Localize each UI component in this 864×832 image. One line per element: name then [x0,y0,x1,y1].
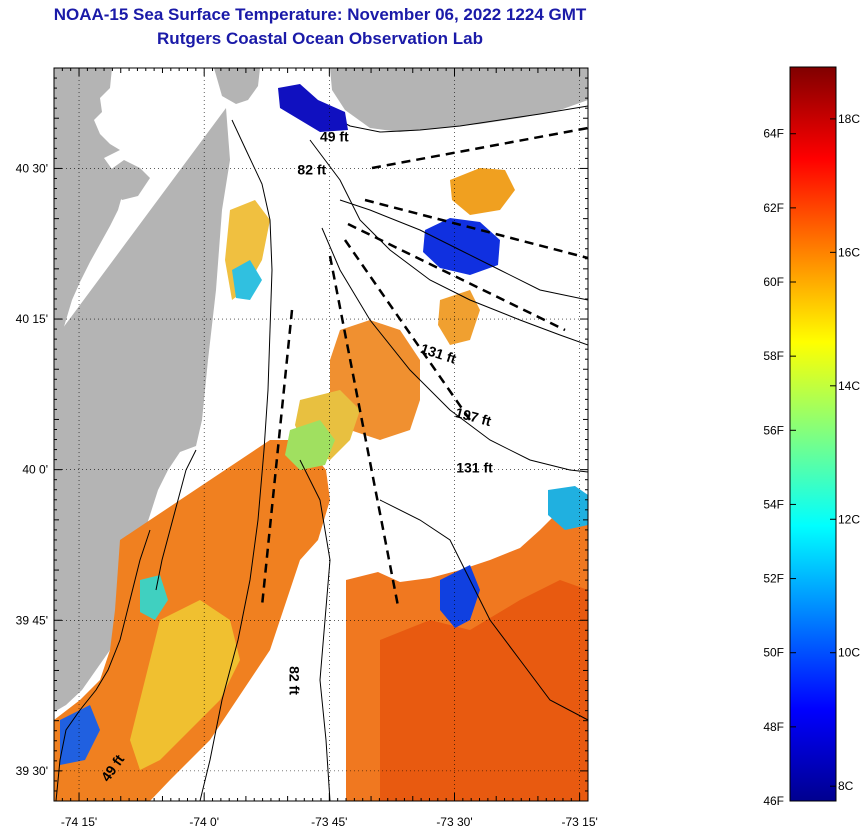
sst-yellow-patch-southwest [130,600,240,770]
shipping-lanes [260,126,588,607]
lat-tick-label: 40 30' [16,161,48,175]
bathymetry-contour-hudson-canyon [339,199,588,301]
lon-tick-label: -74 0' [189,815,219,829]
sst-orange-patch-east [438,290,480,345]
lon-tick-label: -74 15' [61,815,97,829]
sst-blue-patch-southwest [60,705,100,765]
new-jersey-coast [54,108,230,712]
bathymetry-contour-southern [299,459,331,801]
coastline-detail-2 [155,449,197,591]
colorbar-f-label: 56F [763,423,784,437]
colorbar-c-label: 10C [838,646,860,660]
colorbar-c-label: 14C [838,379,860,393]
lat-tick-label: 40 15' [16,312,48,326]
contour-label: 82 ft [297,161,326,177]
colorbar-f-label: 48F [763,720,784,734]
sst-green-patch-center [285,420,335,470]
colorbar-f-label: 62F [763,201,784,215]
colorbar-f-label: 60F [763,275,784,289]
sst-cyan-patch-southwest [140,575,168,620]
colorbar-f-label: 50F [763,646,784,660]
lat-tick-label: 39 45' [16,613,48,627]
colorbar-f-label: 54F [763,497,784,511]
colorbar-f-label: 64F [763,127,784,141]
contour-label: 49 ft [320,128,349,144]
lon-tick-label: -73 15' [561,815,597,829]
colorbar-c-label: 18C [838,112,860,126]
staten-island [214,68,260,104]
bathymetry-contour-197ft [321,227,588,473]
island-patch [110,160,150,200]
bathymetry-contour-82ft [199,119,273,801]
bathymetry-contour-east [379,499,588,721]
colorbar-f-label: 52F [763,572,784,586]
new-jersey-landmass [54,68,122,350]
sst-orange-patch-northeast [450,168,515,215]
lat-tick-label: 40 0' [22,463,48,477]
sst-cyan-patch-northwest [232,260,262,300]
map-title: NOAA-15 Sea Surface Temperature: Novembe… [53,5,587,24]
colorbar-f-label: 46F [763,794,784,808]
colorbar-c-label: 12C [838,512,860,526]
colorbar-c-label: 16C [838,245,860,259]
coastline-detail [55,529,151,801]
colorbar-gradient [789,66,837,802]
lon-tick-label: -73 45' [311,815,347,829]
contour-label: 82 ft [286,666,302,695]
sst-darkblue-patch-north [278,84,348,132]
colorbar-f-label: 58F [763,349,784,363]
lon-tick-label: -73 30' [436,815,472,829]
sst-cyan-patch-east [548,486,588,530]
lat-tick-label: 39 30' [16,764,48,778]
sst-warm-patch-southeast-inner [380,580,588,801]
bathymetry-contour-131ft [309,139,588,346]
colorbar-c-label: 8C [838,779,854,793]
map-subtitle: Rutgers Coastal Ocean Observation Lab [157,29,483,48]
contour-label: 131 ft [456,460,493,476]
